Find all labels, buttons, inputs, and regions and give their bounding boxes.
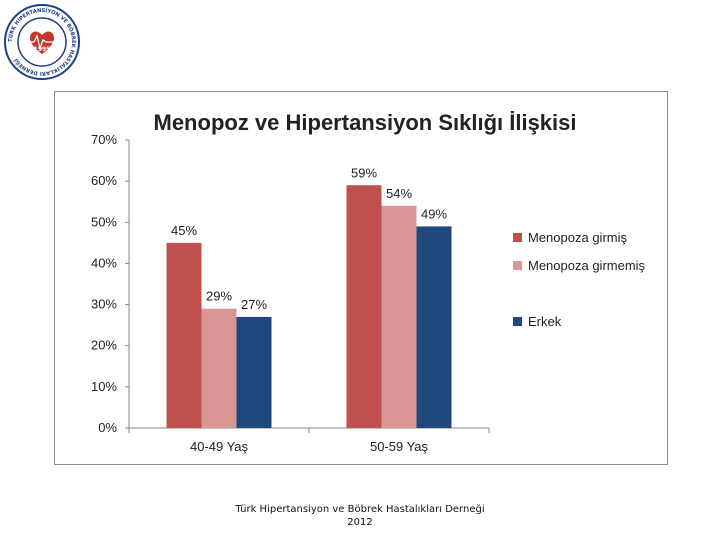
- y-tick-label: 60%: [91, 173, 117, 188]
- chart-title: Menopoz ve Hipertansiyon Sıklığı İlişkis…: [154, 110, 577, 135]
- bar: [201, 308, 237, 428]
- legend-label: Erkek: [528, 314, 562, 329]
- ecg-line-icon: [24, 34, 60, 51]
- data-label: 49%: [421, 206, 447, 221]
- y-tick-label: 10%: [91, 379, 117, 394]
- y-tick-label: 20%: [91, 338, 117, 353]
- bar: [416, 226, 452, 428]
- bar: [346, 185, 382, 428]
- legend-swatch: [513, 317, 522, 326]
- association-logo: TÜRK HİPERTANSİYON VE BÖBREK HASTALIKLAR…: [2, 2, 82, 82]
- legend-swatch: [513, 233, 522, 242]
- data-label: 59%: [351, 165, 377, 180]
- y-tick-label: 0%: [98, 420, 117, 435]
- footer: Türk Hipertansiyon ve Böbrek Hastalıklar…: [180, 503, 540, 529]
- x-category-label: 50-59 Yaş: [370, 439, 429, 454]
- legend-label: Menopoza girmiş: [528, 230, 627, 245]
- logo-year: 1995: [34, 46, 51, 53]
- legend-label: Menopoza girmemiş: [528, 258, 646, 273]
- x-category-label: 40-49 Yaş: [190, 439, 249, 454]
- y-tick-label: 30%: [91, 297, 117, 312]
- legend-swatch: [513, 261, 522, 270]
- chart-frame: Menopoz ve Hipertansiyon Sıklığı İlişkis…: [54, 91, 668, 465]
- footer-year: 2012: [347, 517, 373, 528]
- y-tick-label: 50%: [91, 214, 117, 229]
- chart: Menopoz ve Hipertansiyon Sıklığı İlişkis…: [91, 110, 646, 454]
- y-tick-label: 70%: [91, 132, 117, 147]
- data-label: 27%: [241, 297, 267, 312]
- data-label: 54%: [386, 186, 412, 201]
- footer-organization: Türk Hipertansiyon ve Böbrek Hastalıklar…: [235, 504, 485, 515]
- bar: [166, 242, 202, 428]
- bar: [236, 316, 272, 428]
- bar: [381, 205, 417, 428]
- data-label: 45%: [171, 223, 197, 238]
- y-tick-label: 40%: [91, 255, 117, 270]
- data-label: 29%: [206, 289, 232, 304]
